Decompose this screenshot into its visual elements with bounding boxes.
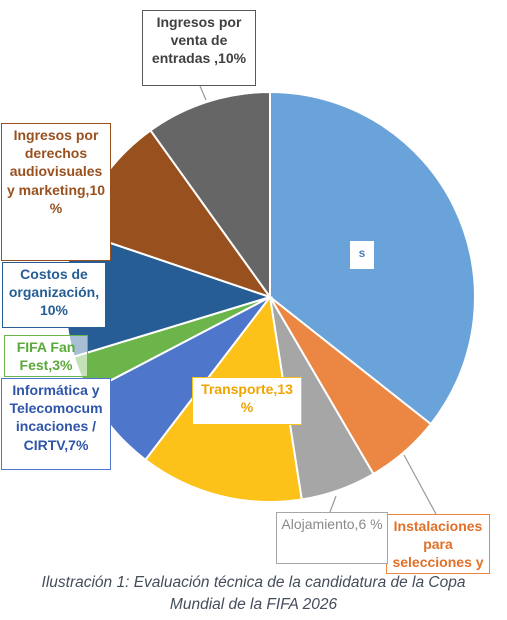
- slice-label-instalaciones: Instalaciones para selecciones y: [386, 514, 490, 574]
- leader-line-0: [199, 85, 207, 101]
- pie-slice-8: [149, 90, 271, 301]
- caption-line-2: Mundial de la FIFA 2026: [169, 596, 338, 613]
- leader-line-2: [329, 495, 337, 513]
- slice-label-entradas: Ingresos por venta de entradas ,10%: [142, 10, 256, 86]
- figure-caption: Ilustración 1: Evaluación técnica de la …: [0, 572, 507, 620]
- slice-label-fan-fest: FIFA Fan Fest,3%: [4, 335, 88, 377]
- slice-label-costos: Costos de organización, 10%: [2, 262, 106, 328]
- leader-line-1: [403, 454, 437, 515]
- slice-label-s: s: [349, 240, 375, 270]
- slice-label-alojamiento: Alojamiento,6 %: [276, 512, 388, 564]
- slice-label-transporte: Transporte,13 %: [192, 377, 302, 425]
- slice-label-derechos: Ingresos por derechos audiovisuales y ma…: [1, 123, 111, 261]
- caption-line-1: Ilustración 1: Evaluación técnica de la …: [41, 574, 466, 591]
- slice-label-informatica: Informática y Telecomocum incaciones / C…: [1, 378, 111, 470]
